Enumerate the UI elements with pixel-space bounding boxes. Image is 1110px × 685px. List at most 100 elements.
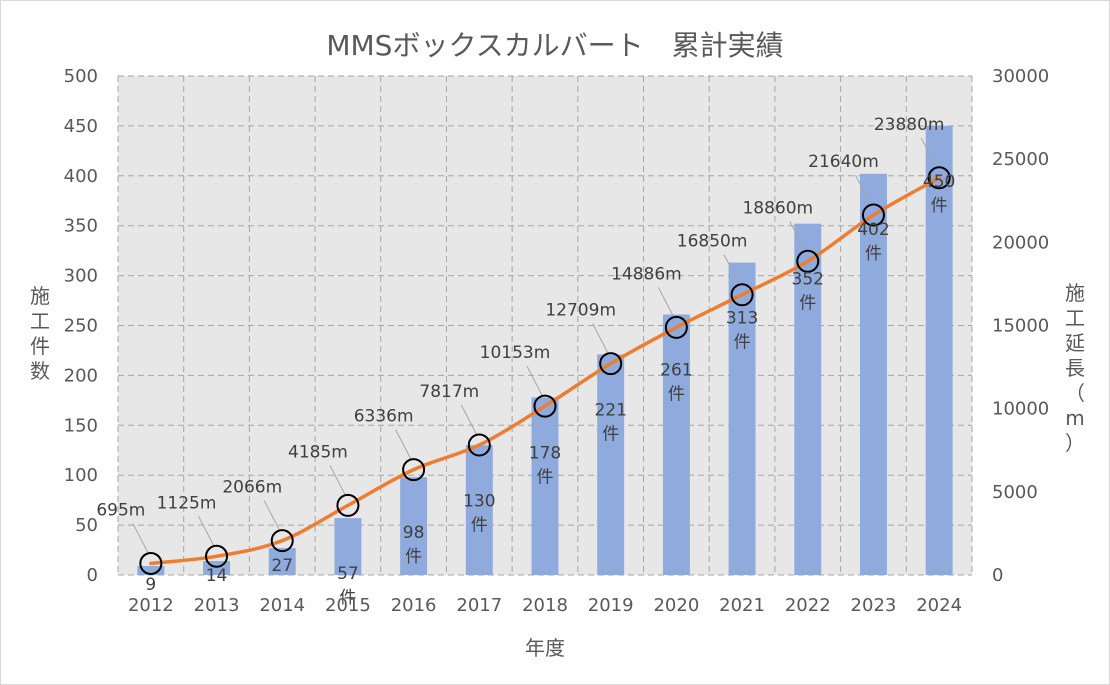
bar	[400, 477, 428, 575]
x-tick-label: 2024	[916, 595, 962, 616]
y-tick-label: 0	[87, 565, 98, 586]
leader-line	[132, 523, 149, 553]
y-tick-label: 350	[64, 216, 98, 237]
bar	[268, 548, 296, 575]
y-tick-label: 50	[75, 515, 98, 536]
y-tick-label: 400	[64, 166, 98, 187]
line-marker	[205, 544, 229, 568]
x-tick-label: 2018	[522, 595, 568, 616]
y-tick-label: 500	[64, 66, 98, 87]
line-data-label: 2066m	[222, 478, 282, 498]
x-tick-label: 2013	[194, 595, 240, 616]
bar-data-label: 14	[206, 566, 228, 586]
bar	[334, 518, 362, 575]
line-data-label: 12709m	[545, 301, 616, 321]
leader-line	[592, 323, 609, 353]
bar-data-label: 57 件	[337, 564, 359, 608]
x-tick-label: 2017	[456, 595, 502, 616]
y2-tick-label: 25000	[992, 149, 1049, 170]
bar	[531, 397, 559, 575]
leader-line	[395, 429, 412, 459]
y-axis-label: 施工件数	[30, 284, 50, 383]
bar-data-label: 9	[145, 575, 156, 595]
line-marker	[467, 433, 491, 457]
bar	[465, 445, 493, 575]
line-marker	[533, 394, 557, 418]
line-marker	[270, 529, 294, 553]
bar-data-label: 402 件	[857, 220, 889, 264]
bar-data-label: 27	[271, 556, 293, 576]
leader-line	[329, 465, 346, 495]
leader-line	[855, 174, 871, 205]
bar-data-label: 98 件	[403, 523, 425, 567]
leader-line	[263, 500, 280, 530]
bar	[794, 223, 822, 576]
bar-data-label: 130 件	[463, 491, 495, 535]
leader-line	[723, 254, 740, 284]
x-tick-label: 2015	[325, 595, 371, 616]
bar-data-label: 221 件	[594, 400, 626, 444]
line-data-label: 23880m	[874, 115, 945, 135]
line-marker	[730, 283, 754, 307]
x-tick-label: 2016	[391, 595, 437, 616]
y2-tick-label: 10000	[992, 399, 1049, 420]
line-marker	[139, 551, 163, 575]
line-data-label: 4185m	[288, 442, 348, 462]
line-marker	[927, 166, 951, 190]
bar	[597, 354, 625, 575]
bar	[137, 566, 165, 575]
y2-axis-label: 施工延長（ m）	[1065, 281, 1085, 455]
y-tick-label: 100	[64, 465, 98, 486]
y-tick-label: 200	[64, 365, 98, 386]
line-data-label: 21640m	[808, 152, 879, 172]
line-layer	[139, 166, 951, 575]
x-tick-label: 2020	[653, 595, 699, 616]
bar	[859, 173, 887, 575]
line-data-label: 14886m	[611, 264, 682, 284]
leader-line	[198, 516, 214, 546]
line-marker	[599, 352, 623, 376]
bar-data-label: 261 件	[660, 361, 692, 405]
bar	[728, 262, 756, 575]
bar	[662, 314, 690, 575]
y2-tick-label: 20000	[992, 232, 1049, 253]
y2-tick-label: 30000	[992, 66, 1049, 87]
axis-layer: 0501001502002503003504004505000500010000…	[64, 66, 1050, 616]
line-marker	[402, 458, 426, 482]
y-tick-label: 300	[64, 266, 98, 287]
grid-layer	[117, 75, 973, 576]
leader-line	[460, 404, 477, 435]
bar	[925, 125, 953, 576]
y-tick-label: 250	[64, 316, 98, 337]
line-data-label: 18860m	[742, 198, 813, 218]
y2-tick-label: 0	[992, 565, 1003, 586]
leader-line	[657, 287, 674, 317]
y-tick-label: 150	[64, 415, 98, 436]
y2-tick-label: 5000	[992, 482, 1038, 503]
label-layer: 9 14 27 57 件 98 件 130 件 178 件 221 件 261 件 313 件 352 件 402 件 4…	[96, 115, 955, 608]
line-series	[149, 176, 941, 566]
y-tick-label: 450	[64, 116, 98, 137]
line-marker	[664, 315, 688, 339]
bar-data-label: 450 件	[923, 172, 955, 216]
leader-layer	[132, 137, 937, 553]
x-tick-label: 2023	[851, 595, 897, 616]
line-marker	[796, 249, 820, 273]
bar-data-label: 313 件	[726, 309, 758, 353]
line-data-label: 16850m	[677, 232, 748, 252]
chart-title: MMSボックスカルバート 累計実績	[326, 29, 783, 62]
leader-line	[920, 137, 937, 168]
x-tick-label: 2019	[588, 595, 634, 616]
line-data-label: 1125m	[157, 493, 217, 513]
leader-line	[789, 221, 806, 251]
x-tick-label: 2021	[719, 595, 765, 616]
line-marker	[336, 493, 360, 517]
line-data-label: 7817m	[419, 382, 479, 402]
bar-data-label: 352 件	[792, 270, 824, 314]
x-axis-label: 年度	[525, 636, 565, 660]
line-data-label: 695m	[96, 500, 145, 520]
x-tick-label: 2022	[785, 595, 831, 616]
x-tick-label: 2012	[128, 595, 174, 616]
line-data-label: 6336m	[354, 407, 414, 427]
